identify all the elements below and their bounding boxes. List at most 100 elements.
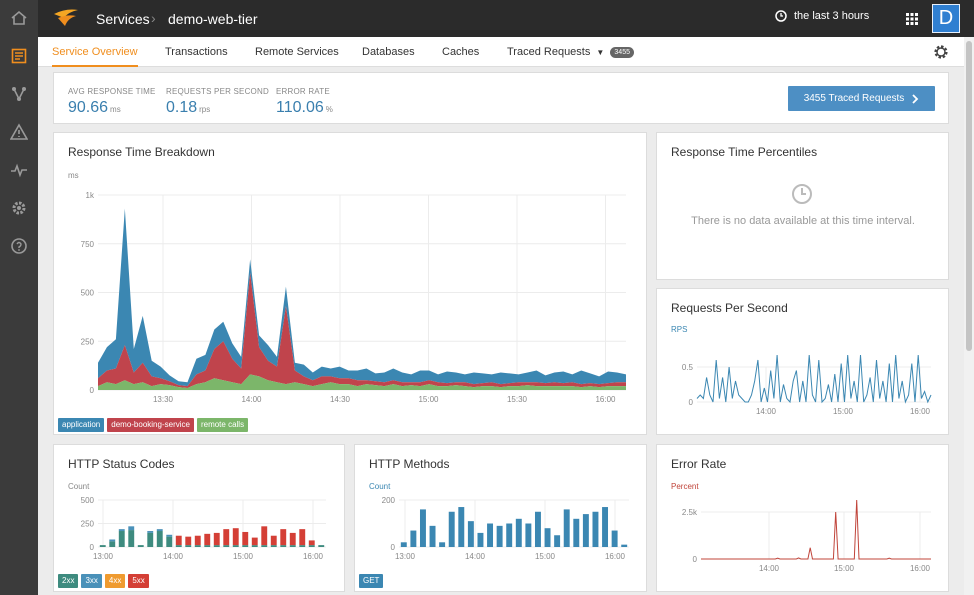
- y-tick-label: 500: [81, 289, 95, 298]
- legend-item[interactable]: 4xx: [104, 574, 126, 588]
- bar: [204, 533, 211, 546]
- bar: [573, 518, 580, 547]
- x-tick-label: 16:00: [303, 552, 324, 561]
- time-range-label: the last 3 hours: [794, 10, 870, 22]
- x-tick-label: 14:00: [163, 552, 184, 561]
- tab-remote-services[interactable]: Remote Services: [255, 46, 339, 58]
- help-icon[interactable]: [0, 230, 38, 262]
- chevron-right-icon: ›: [151, 10, 156, 26]
- bar: [544, 528, 551, 547]
- settings-icon[interactable]: [0, 192, 38, 224]
- tab-caches[interactable]: Caches: [442, 46, 480, 58]
- bar: [99, 545, 106, 547]
- x-tick-label: 16:00: [605, 552, 626, 561]
- topology-icon[interactable]: [0, 78, 38, 110]
- page-scrollbar[interactable]: [964, 37, 974, 595]
- response-time-breakdown-card: Response Time Breakdown ms 0 250 500 750 1k 1…: [53, 132, 647, 435]
- home-icon[interactable]: [0, 2, 38, 34]
- sidebar: [0, 0, 38, 595]
- kpi-value: 110.06: [276, 99, 324, 116]
- alert-icon[interactable]: [0, 116, 38, 148]
- http-methods-chart[interactable]: 0 200 13:00 14:00 15:00 16:00: [355, 445, 648, 593]
- y-tick-label: 0: [693, 555, 698, 564]
- bar: [156, 531, 163, 547]
- legend-item[interactable]: application: [58, 418, 105, 432]
- http-status-codes-card: HTTP Status Codes Count 0 250 500 13:00 14:0…: [53, 444, 345, 592]
- y-tick-label: 250: [81, 337, 95, 346]
- y-tick-label: 0: [90, 386, 95, 395]
- bar: [308, 545, 315, 547]
- bar: [419, 509, 426, 547]
- gear-icon[interactable]: [933, 44, 949, 65]
- bar: [439, 542, 446, 547]
- traced-requests-button[interactable]: 3455 Traced Requests: [788, 86, 935, 111]
- bar: [223, 545, 230, 547]
- legend-item[interactable]: 5xx: [128, 574, 149, 588]
- kpi-error-rate: ERROR RATE 110.06%: [276, 87, 333, 117]
- legend-item[interactable]: 2xx: [58, 574, 79, 588]
- bar: [251, 537, 258, 546]
- legend-item[interactable]: remote calls: [196, 418, 249, 432]
- legend-item[interactable]: 3xx: [81, 574, 102, 588]
- response-time-chart[interactable]: 0 250 500 750 1k 13:30 14:00 14:30 15:00 15:30 16:…: [54, 133, 648, 436]
- x-tick-label: 14:00: [756, 407, 777, 416]
- chart-legend: GET: [359, 574, 384, 588]
- legend-item[interactable]: GET: [359, 574, 384, 588]
- bar: [204, 545, 211, 547]
- top-bar: Services › demo-web-tier the last 3 hour…: [38, 0, 974, 37]
- bar: [308, 540, 315, 546]
- bar: [280, 545, 287, 547]
- bar: [506, 523, 513, 547]
- bar: [166, 536, 173, 547]
- breadcrumb-services[interactable]: Services: [96, 11, 150, 27]
- brand-logo[interactable]: [52, 6, 80, 35]
- chart-legend: application demo-booking-service remote ca…: [58, 418, 249, 432]
- bar: [166, 534, 173, 537]
- x-tick-label: 16:00: [910, 407, 931, 416]
- tab-databases[interactable]: Databases: [362, 46, 415, 58]
- http-status-codes-chart[interactable]: 0 250 500 13:00 14:00 15:00 16:00: [54, 445, 346, 593]
- legend-item[interactable]: demo-booking-service: [107, 418, 194, 432]
- y-axis-label: RPS: [671, 325, 688, 334]
- bar: [147, 532, 154, 547]
- kpi-avg-response-time: AVG RESPONSE TIME 90.66 ms: [68, 87, 156, 117]
- scrollbar-thumb[interactable]: [966, 41, 972, 351]
- time-range-picker[interactable]: the last 3 hours: [775, 10, 869, 22]
- x-tick-label: 13:30: [153, 395, 174, 404]
- list-icon[interactable]: [0, 40, 38, 72]
- bar: [242, 545, 249, 547]
- chart-title: Response Time Percentiles: [671, 145, 818, 159]
- bar: [242, 531, 249, 546]
- avatar[interactable]: D: [932, 4, 960, 33]
- chart-title: HTTP Methods: [369, 457, 450, 471]
- bar: [592, 511, 599, 547]
- requests-per-second-chart[interactable]: 0 0.5 14:00 15:00 16:00: [657, 289, 950, 436]
- bar: [194, 545, 201, 547]
- x-tick-label: 13:00: [395, 552, 416, 561]
- y-tick-label: 250: [81, 520, 95, 529]
- apps-grid-icon[interactable]: [906, 12, 918, 30]
- x-tick-label: 15:00: [535, 552, 556, 561]
- kpi-summary-card: AVG RESPONSE TIME 90.66 ms REQUESTS PER S…: [53, 72, 949, 124]
- tab-service-overview[interactable]: Service Overview: [52, 37, 138, 67]
- bar: [175, 535, 182, 546]
- tab-traced-requests[interactable]: Traced Requests ▼ 3455: [507, 37, 634, 67]
- error-rate-chart[interactable]: 0 2.5k 14:00 15:00 16:00: [657, 445, 950, 593]
- y-tick-label: 0: [689, 398, 694, 407]
- bar: [496, 525, 503, 547]
- chart-title: Response Time Breakdown: [68, 145, 215, 159]
- x-tick-label: 15:30: [507, 395, 528, 404]
- bar: [582, 514, 589, 547]
- bar: [318, 545, 325, 547]
- bar: [118, 531, 125, 547]
- pulse-icon[interactable]: [0, 154, 38, 186]
- line-series: [696, 354, 932, 404]
- clock-icon: [791, 183, 813, 210]
- bar: [621, 544, 628, 547]
- tab-transactions[interactable]: Transactions: [165, 46, 228, 58]
- requests-per-second-card: Requests Per Second RPS 0 0.5 14:00 15:00 16…: [656, 288, 949, 435]
- bar: [232, 528, 239, 546]
- bar: [223, 529, 230, 546]
- bar: [251, 545, 258, 547]
- bar: [194, 535, 201, 546]
